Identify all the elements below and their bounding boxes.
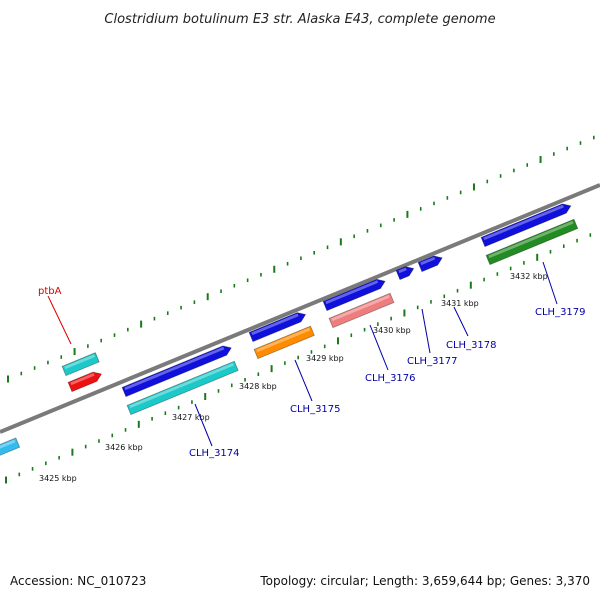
genome-backbone xyxy=(0,183,600,434)
leader-line xyxy=(369,324,389,371)
gene-ptbA-lower xyxy=(67,371,103,393)
gene-clh3175-lower xyxy=(253,325,315,360)
gene-features xyxy=(0,203,579,460)
gene-clh3174-upper xyxy=(121,345,232,398)
gene-clh3178-upper xyxy=(417,255,443,273)
leader-line xyxy=(194,403,213,447)
kbp-label: 3428 kbp xyxy=(239,382,277,391)
accession-text: Accession: NC_010723 xyxy=(10,574,146,588)
leader-line xyxy=(453,306,469,337)
gene-label-ptbA: ptbA xyxy=(38,286,62,297)
gene-label-clh3179: CLH_3179 xyxy=(535,307,586,318)
leader-line xyxy=(47,295,72,345)
kbp-label: 3427 kbp xyxy=(172,413,210,422)
genome-summary-text: Topology: circular; Length: 3,659,644 bp… xyxy=(259,574,590,588)
gene-label-clh3178: CLH_3178 xyxy=(446,340,497,351)
scale-labels: 3425 kbp 3426 kbp 3427 kbp 3428 kbp 3429… xyxy=(39,272,548,483)
gene-label-leaders xyxy=(47,261,558,447)
tick-marks xyxy=(5,135,595,484)
gene-edge-lower xyxy=(0,437,21,460)
gene-clh3179-lower xyxy=(485,218,579,266)
leader-line xyxy=(421,308,431,354)
gene-clh3176-upper xyxy=(322,278,386,312)
gene-ptbA-upper xyxy=(61,352,100,377)
kbp-label: 3426 kbp xyxy=(105,443,143,452)
leader-line xyxy=(542,261,558,305)
gene-clh3177-upper xyxy=(395,266,415,281)
gene-label-clh3177: CLH_3177 xyxy=(407,356,458,367)
gene-label-clh3176: CLH_3176 xyxy=(365,373,416,384)
gene-clh3175-upper xyxy=(248,312,307,343)
gene-clh3176-lower xyxy=(328,292,395,329)
kbp-label: 3431 kbp xyxy=(441,299,479,308)
gene-labels: ptbA CLH_3174 CLH_3175 CLH_3176 CLH_3177… xyxy=(38,286,586,459)
gene-label-clh3174: CLH_3174 xyxy=(189,448,240,459)
kbp-label: 3425 kbp xyxy=(39,474,77,483)
gene-clh3179-upper xyxy=(480,203,572,248)
gene-label-clh3175: CLH_3175 xyxy=(290,404,341,415)
kbp-label: 3429 kbp xyxy=(306,354,344,363)
kbp-label: 3432 kbp xyxy=(510,272,548,281)
gene-clh3174-lower xyxy=(126,360,239,416)
map-title: Clostridium botulinum E3 str. Alaska E43… xyxy=(104,12,495,27)
kbp-label: 3430 kbp xyxy=(373,326,411,335)
leader-line xyxy=(294,359,313,402)
